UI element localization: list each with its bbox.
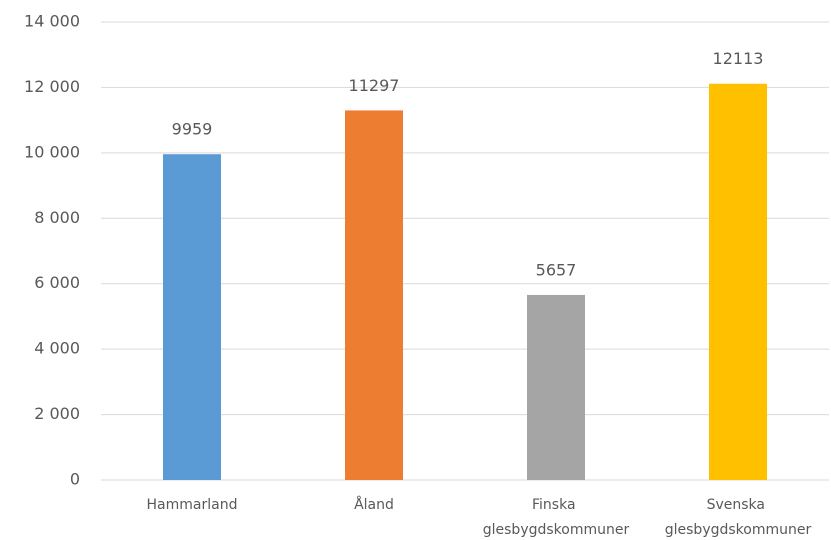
x-tick-label-line: glesbygdskommuner: [665, 522, 812, 538]
value-label: 9959: [172, 120, 213, 139]
value-label: 12113: [713, 49, 764, 68]
x-tick-label: Svenska glesbygdskommuner: [665, 497, 812, 538]
x-tick-label-line: Hammarland: [147, 497, 238, 513]
x-tick-label-line: Svenska: [707, 497, 770, 513]
bar: [345, 110, 403, 481]
y-tick-label: 0: [70, 470, 80, 489]
x-tick-label-line: Åland: [354, 496, 394, 513]
y-tick-label: 8 000: [34, 208, 80, 227]
value-label: 5657: [536, 260, 577, 279]
y-tick-label: 2 000: [34, 404, 80, 423]
bar: [527, 294, 585, 480]
x-tick-label-line: glesbygdskommuner: [483, 522, 630, 538]
x-tick-label: Finska glesbygdskommuner: [483, 497, 630, 538]
y-tick-label: 12 000: [24, 77, 80, 96]
x-tick-label: Hammarland: [147, 497, 238, 513]
bar: [163, 154, 221, 480]
y-tick-label: 10 000: [24, 142, 80, 161]
value-label: 11297: [349, 76, 400, 95]
x-tick-label-line: Finska: [532, 497, 580, 513]
y-tick-label: 14 000: [24, 12, 80, 31]
bar: [709, 83, 767, 480]
y-tick-label: 6 000: [34, 273, 80, 292]
y-tick-label: 4 000: [34, 339, 80, 358]
x-tick-label: Åland: [354, 496, 394, 513]
